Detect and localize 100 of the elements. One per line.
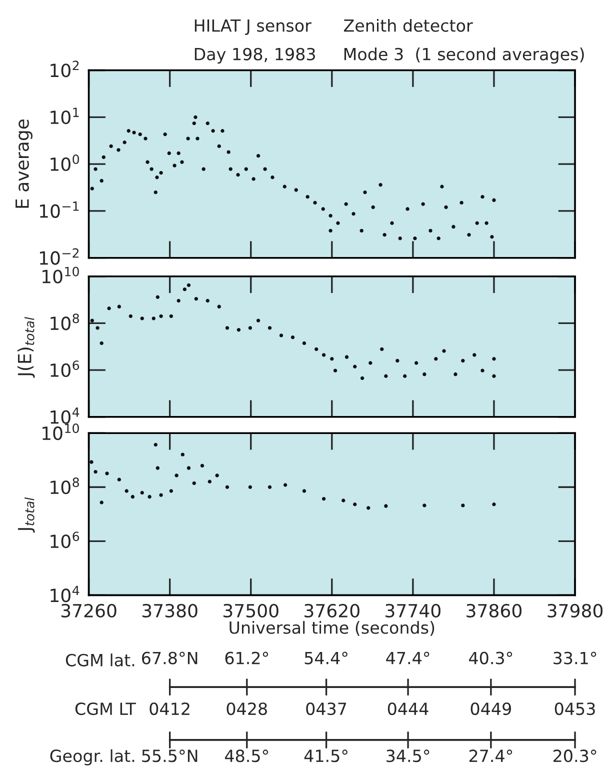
point (159, 314, 163, 318)
point (268, 326, 272, 330)
x-tick-label: 37500 (224, 604, 278, 618)
y-tick-label: 10$^{2}$ (50, 60, 79, 78)
y-tick-label: 10$^{1}$ (50, 108, 79, 124)
x-axis-title: Universal time (seconds) (230, 621, 434, 636)
point (353, 502, 357, 506)
x2-tick-label: 33.1° (554, 652, 596, 664)
point (302, 341, 306, 346)
point (200, 464, 204, 468)
point (330, 357, 334, 361)
point (256, 318, 260, 322)
x-tick-label: 37740 (386, 604, 440, 618)
point (236, 328, 241, 332)
point (302, 489, 306, 493)
chart-title: HILAT J sensor Zenith detector (194, 18, 473, 35)
point (182, 287, 187, 292)
point (156, 466, 160, 470)
point (461, 358, 465, 363)
point (248, 326, 252, 330)
point (333, 368, 338, 372)
point (192, 481, 196, 486)
point (94, 470, 98, 474)
point (402, 374, 407, 378)
point (100, 500, 104, 504)
x-tick-label: 37260 (61, 604, 116, 618)
y-tick-label: 10$^{8}$ (50, 478, 79, 494)
point (248, 485, 252, 489)
x-tick-label: 37620 (304, 604, 360, 618)
x2-tick-label: 47.4° (386, 652, 430, 664)
point (194, 296, 198, 301)
point (384, 374, 388, 378)
text: 0412 (150, 702, 190, 716)
y-tick-label: 10$^{0}$ (50, 154, 80, 172)
point (314, 347, 318, 351)
point (279, 334, 284, 338)
point (322, 353, 326, 357)
point (215, 474, 219, 478)
point (454, 372, 458, 376)
text: Geogr. lat. (50, 749, 134, 766)
point (442, 349, 446, 353)
point (396, 358, 400, 363)
text: 48.5° (224, 750, 268, 762)
x-tick-label: 37860 (466, 604, 522, 618)
point (176, 298, 180, 303)
y-tick-label: 10$^{10}$ (42, 266, 79, 284)
y-tick-label: 10$^{10}$ (42, 424, 79, 440)
point (107, 306, 111, 310)
text: 0444 (388, 702, 428, 716)
point (180, 452, 184, 456)
text: 0453 (554, 702, 595, 716)
y-tick-label: 10$^{4}$ (50, 407, 80, 424)
point (169, 314, 174, 318)
point (342, 498, 346, 502)
point (206, 298, 210, 303)
point (422, 372, 426, 376)
x2-tick-label: 40.3° (469, 652, 512, 664)
y-tick-label: 10$^{−1}$ (40, 202, 79, 218)
point (156, 295, 160, 299)
point (148, 494, 152, 499)
text: 55.5°N (142, 750, 198, 762)
point (140, 490, 144, 495)
text: CGM LT (75, 702, 136, 716)
point (344, 355, 349, 359)
point (96, 326, 100, 330)
point (434, 357, 438, 361)
point (152, 316, 156, 320)
text: 41.5° (304, 750, 348, 762)
point (90, 318, 94, 322)
text: 27.4° (469, 750, 512, 762)
x2-tick-label: 54.4° (304, 652, 348, 664)
point (169, 489, 174, 493)
point (217, 304, 221, 308)
point (353, 364, 357, 368)
point (480, 368, 484, 372)
x-tick-label: 37980 (548, 604, 603, 618)
x-tick-label: 37380 (142, 604, 198, 618)
point (117, 478, 122, 482)
point (366, 506, 370, 510)
point (174, 474, 178, 478)
point (422, 504, 426, 508)
point (492, 374, 496, 378)
y-axis-title: J$_{total}$ (18, 497, 35, 533)
point (90, 460, 94, 464)
point (268, 485, 272, 489)
y-tick-label: 10$^{4}$ (50, 586, 80, 602)
point (208, 480, 212, 484)
x2-tick-label: 67.8°N (142, 652, 198, 664)
y-axis-title: E average (16, 119, 32, 208)
text: 0449 (470, 702, 511, 716)
point (100, 341, 104, 346)
point (360, 376, 364, 380)
point (128, 314, 132, 318)
text: 34.5° (386, 750, 430, 762)
text: 0437 (306, 702, 346, 716)
text: 20.3° (554, 750, 596, 762)
point (225, 485, 230, 489)
point (283, 483, 288, 487)
point (492, 357, 496, 361)
point (225, 326, 230, 330)
